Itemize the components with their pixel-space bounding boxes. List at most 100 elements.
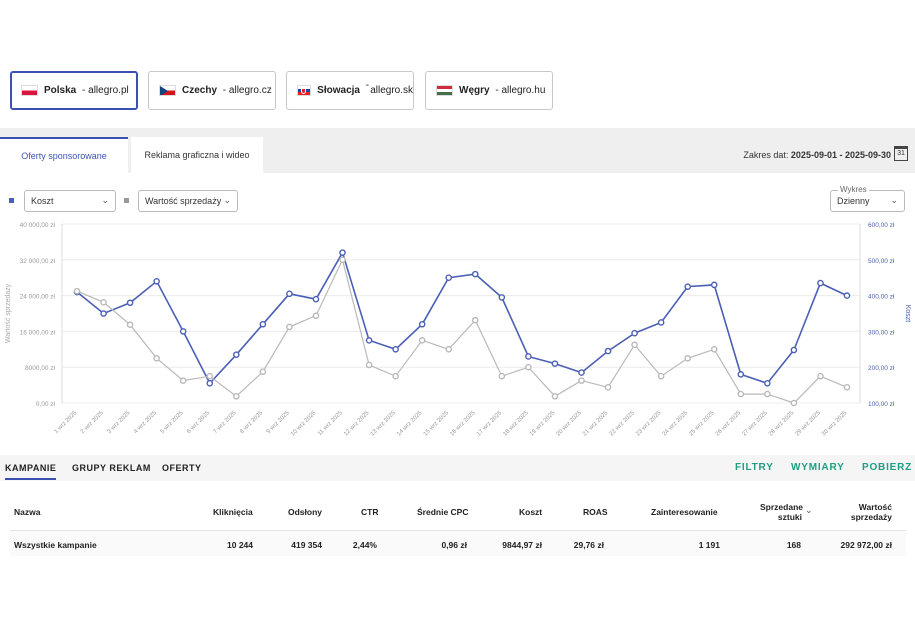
sales-data-point [684,354,691,362]
table-row[interactable] [10,531,906,556]
cost-data-point [684,283,691,290]
sales-data-point [206,372,214,380]
x-tick-label: 3 wrz 2025 [107,410,132,435]
x-tick-label: 7 wrz 2025 [213,410,238,435]
tab-offers[interactable]: OFERTY [162,463,202,473]
x-tick-label: 30 wrz 2025 [821,410,849,438]
filters-button[interactable]: FILTRY [735,462,774,473]
cell-avg-cpc: 0,96 zł [441,540,467,550]
col-header-clicks[interactable]: Kliknięcia [213,507,253,517]
cost-data-point [233,351,240,358]
cost-data-point [471,270,479,278]
flag-czech-icon [159,85,176,96]
sales-data-point [764,390,771,398]
sales-data-point [365,361,373,369]
sales-data-point [339,256,346,264]
bottom-tabs-bar [0,455,915,481]
cost-data-point [206,380,214,387]
cost-data-point [365,337,373,344]
x-tick-label: 10 wrz 2025 [290,410,318,438]
granularity-select[interactable]: Dzienny ⌄ [830,190,905,212]
x-tick-label: 11 wrz 2025 [317,410,345,438]
col-header-roas[interactable]: ROAS [583,507,608,517]
cell-impressions: 419 354 [291,540,322,550]
cost-data-point [790,346,798,354]
x-tick-label: 29 wrz 2025 [795,410,823,438]
cell-roas: 29,76 zł [573,540,604,550]
y-right-tick-label: 400,00 zł [868,294,895,301]
x-tick-label: 18 wrz 2025 [502,410,530,438]
cost-data-point [179,328,187,335]
tab-sponsored-offers[interactable]: Oferty sponsorowane [0,137,128,173]
col-header-interest[interactable]: Zainteresowanie [651,507,718,517]
col-header-cost[interactable]: Koszt [519,507,543,517]
header-line: Sprzedane [760,502,803,512]
y-left-tick-label: 32 000,00 zł [20,258,56,265]
chevron-down-icon: ⌄ [101,195,109,205]
cost-data-point [498,294,506,301]
x-tick-label: 16 wrz 2025 [449,410,477,438]
cost-series-line [76,250,848,385]
col-header-name[interactable]: Nazwa [14,507,41,517]
col-header-impressions[interactable]: Odsłony [288,507,323,517]
sales-data-point [73,287,81,295]
cost-data-point [100,310,107,317]
sales-data-point [525,363,532,371]
tab-ad-groups[interactable]: GRUPY REKLAM [72,463,151,473]
y-right-tick-label: 600,00 zł [868,222,895,229]
col-header-avg-cpc[interactable]: Średnie CPC [417,507,469,517]
right-metric-select[interactable]: Wartość sprzedaży ⌄ [138,190,238,212]
col-header-sales-value[interactable]: Wartość sprzedaży [840,502,892,522]
sort-chevron-icon[interactable]: ⌄ [805,505,813,515]
x-tick-label: 24 wrz 2025 [662,410,690,438]
download-button[interactable]: POBIERZ [862,462,913,473]
x-tick-label: 4 wrz 2025 [133,410,158,435]
y-right-axis-title: Koszt [904,305,911,323]
tab-display-video[interactable]: Reklama graficzna i wideo [131,137,263,173]
cost-data-point [764,380,771,387]
sales-legend-square [124,198,129,203]
cost-data-point [737,371,745,378]
sales-data-point [578,377,585,384]
cost-data-point [551,360,559,367]
sales-data-point [471,316,479,324]
cost-data-point [126,299,134,307]
header-line: sprzedaży [850,512,892,522]
dimensions-button[interactable]: WYMIARY [791,462,845,473]
sales-data-point [790,399,798,407]
market-tab-cz[interactable]: Czechy - allegro.cz [148,71,276,110]
market-country: Węgry [459,85,490,96]
x-tick-label: 14 wrz 2025 [396,410,424,438]
sales-data-point [445,345,453,353]
sales-data-point [126,321,134,328]
calendar-icon[interactable]: 31 [894,146,908,161]
tab-campaigns[interactable]: KAMPANIE [5,463,57,480]
date-range[interactable]: Zakres dat: 2025-09-01 - 2025-09-30 [743,150,891,160]
x-tick-label: 20 wrz 2025 [556,410,584,438]
sales-data-point [259,368,267,375]
col-header-ctr[interactable]: CTR [361,507,379,517]
cell-ctr: 2,44% [352,540,377,550]
sales-data-point [604,384,612,391]
y-left-tick-label: 0,00 zł [36,401,56,408]
sales-data-point [153,354,160,362]
x-tick-label: 8 wrz 2025 [239,410,264,435]
market-tab-hu[interactable]: Węgry - allegro.hu [425,71,553,110]
table-divider [10,530,906,531]
cost-data-point [259,320,267,328]
x-tick-label: 12 wrz 2025 [343,410,371,438]
sales-data-point [179,377,187,384]
chevron-down-icon: ⌄ [890,195,898,205]
cost-data-point [153,277,160,285]
col-header-units-sold[interactable]: Sprzedane sztuki [760,502,803,522]
cost-data-point [445,274,453,282]
market-country: Słowacja [317,85,360,96]
y-left-axis-title: Wartość sprzedaży [5,283,12,343]
left-metric-select[interactable]: Koszt ⌄ [24,190,116,212]
market-tab-pl[interactable]: Polska - allegro.pl [10,71,138,110]
market-tab-sk[interactable]: Słowacja - allegro.sk [286,71,414,110]
sales-data-point [286,323,293,331]
cost-data-point [631,329,638,337]
market-domain: allegro.cz [228,85,272,96]
cost-data-point [578,369,585,376]
